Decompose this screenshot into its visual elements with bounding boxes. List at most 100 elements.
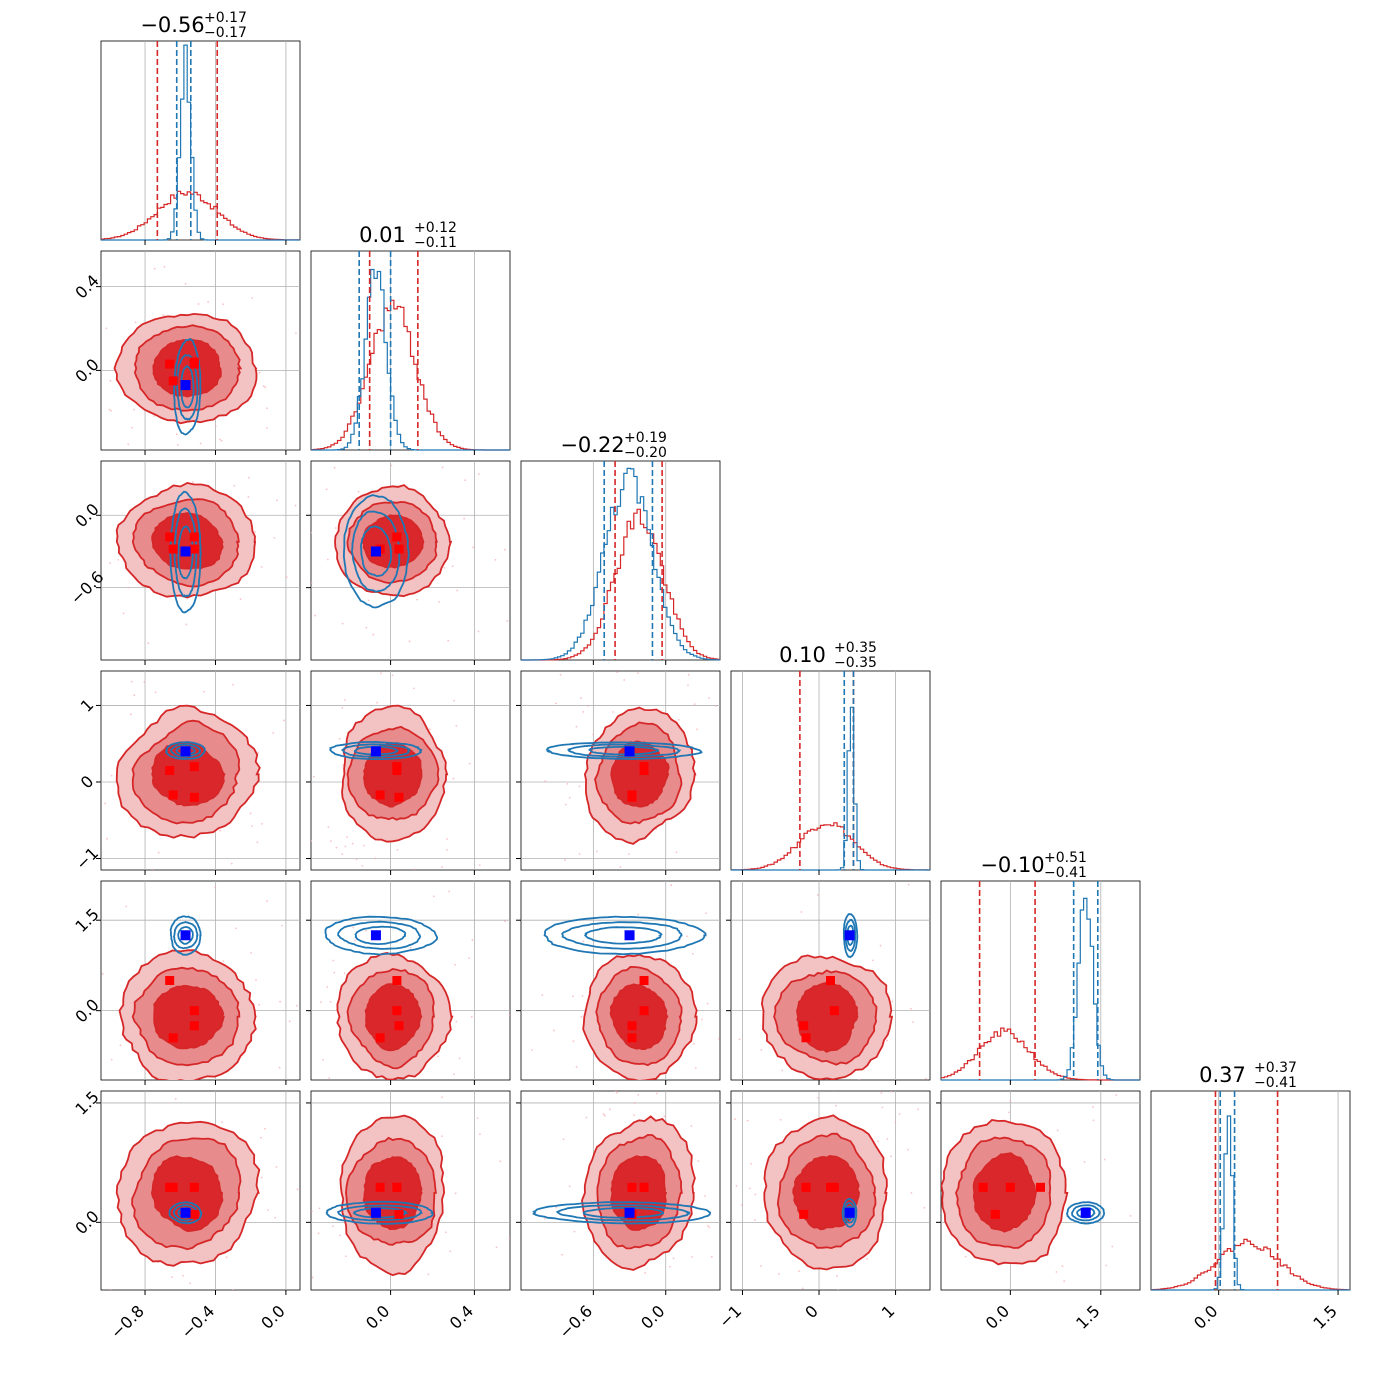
- blue-contour: [170, 743, 202, 758]
- sample-point: [905, 1303, 907, 1305]
- sample-point: [718, 1037, 720, 1040]
- sample-point: [98, 1094, 100, 1096]
- sample-point: [302, 230, 304, 232]
- sample-point: [603, 1114, 606, 1117]
- sample-point: [86, 740, 88, 742]
- sample-point: [1056, 1129, 1059, 1132]
- red-truth-marker: [392, 976, 402, 985]
- sample-point: [207, 301, 210, 303]
- sample-point: [687, 684, 689, 687]
- blue-contour: [583, 926, 663, 945]
- sample-point: [749, 1187, 751, 1190]
- sample-point: [471, 938, 474, 941]
- sample-point: [320, 1313, 322, 1315]
- sample-point: [989, 1297, 991, 1299]
- sample-point: [312, 1081, 314, 1083]
- sample-point: [283, 1291, 285, 1293]
- sample-point: [880, 1092, 883, 1094]
- sample-point: [788, 1087, 790, 1089]
- sample-point: [939, 1277, 941, 1279]
- sample-point: [329, 840, 332, 843]
- red-truth-marker: [392, 1006, 402, 1016]
- sample-point: [691, 952, 694, 955]
- red-truth-marker: [394, 792, 404, 802]
- sample-point: [260, 822, 263, 825]
- sample-point: [468, 957, 470, 960]
- sample-point: [449, 1081, 451, 1083]
- sample-point: [572, 995, 574, 998]
- sample-point: [433, 664, 435, 666]
- sample-point: [463, 517, 466, 520]
- sample-point: [374, 857, 377, 860]
- sample-point: [348, 872, 350, 874]
- sample-point: [886, 1039, 888, 1042]
- sample-point: [1092, 1106, 1095, 1108]
- sample-point: [836, 1275, 839, 1277]
- sample-point: [376, 701, 379, 704]
- sample-point: [746, 1119, 749, 1122]
- red-truth-marker: [189, 762, 199, 772]
- sample-point: [59, 761, 61, 763]
- sample-point: [279, 1000, 282, 1003]
- sample-point: [84, 443, 86, 445]
- sample-point: [82, 794, 84, 796]
- sample-point: [68, 965, 70, 967]
- red-contour: [609, 983, 669, 1050]
- blue-truth-marker: [624, 930, 635, 941]
- sample-point: [132, 873, 134, 875]
- sample-point: [192, 481, 194, 483]
- x-tick-label: 1.5: [1072, 1301, 1103, 1332]
- sample-point: [344, 845, 347, 848]
- blue-histogram: [731, 706, 930, 871]
- y-tick-label: 0.0: [71, 500, 102, 531]
- sample-point: [495, 1246, 498, 1249]
- sample-point: [454, 1192, 457, 1195]
- sample-point: [264, 386, 267, 389]
- sample-point: [672, 1257, 675, 1260]
- sample-point: [233, 484, 236, 487]
- sample-point: [442, 879, 444, 881]
- sample-point: [199, 442, 202, 445]
- panel-frame: [940, 880, 1141, 1081]
- sample-point: [365, 929, 367, 932]
- red-histogram: [101, 190, 300, 241]
- sample-point: [109, 1288, 112, 1290]
- sample-point: [637, 913, 640, 916]
- sample-point: [341, 853, 344, 856]
- sample-point: [48, 762, 50, 764]
- sample-point: [438, 601, 441, 603]
- red-truth-marker: [627, 1182, 637, 1192]
- blue-contour: [567, 743, 682, 758]
- sample-point: [408, 640, 411, 643]
- blue-truth-marker: [370, 546, 381, 557]
- sample-point: [325, 1359, 327, 1361]
- sample-point: [162, 314, 165, 316]
- sample-point: [611, 711, 614, 713]
- red-truth-marker: [168, 376, 178, 386]
- sample-point: [308, 1162, 310, 1164]
- sample-point: [117, 558, 120, 561]
- diag-panel-4: −0.10 +0.51−0.41: [940, 850, 1141, 1085]
- sample-point: [331, 875, 333, 877]
- sample-point: [95, 1040, 97, 1042]
- sample-point: [272, 732, 275, 734]
- blue-truth-marker: [180, 930, 191, 941]
- sample-point: [866, 1257, 869, 1260]
- sample-point: [256, 841, 259, 844]
- sample-point: [311, 839, 312, 842]
- sample-point: [712, 1086, 714, 1088]
- sample-point: [1067, 1337, 1069, 1339]
- sample-point: [443, 566, 446, 569]
- sample-point: [200, 1333, 202, 1335]
- sample-point: [367, 669, 369, 671]
- panel-frame: [730, 670, 931, 871]
- sample-point: [285, 576, 288, 579]
- sample-point: [455, 724, 458, 727]
- sample-point: [184, 1381, 186, 1383]
- sample-point: [1063, 1280, 1066, 1283]
- sample-point: [575, 1087, 577, 1089]
- sample-point: [453, 1073, 455, 1076]
- red-truth-marker: [168, 790, 178, 800]
- sample-point: [127, 443, 130, 446]
